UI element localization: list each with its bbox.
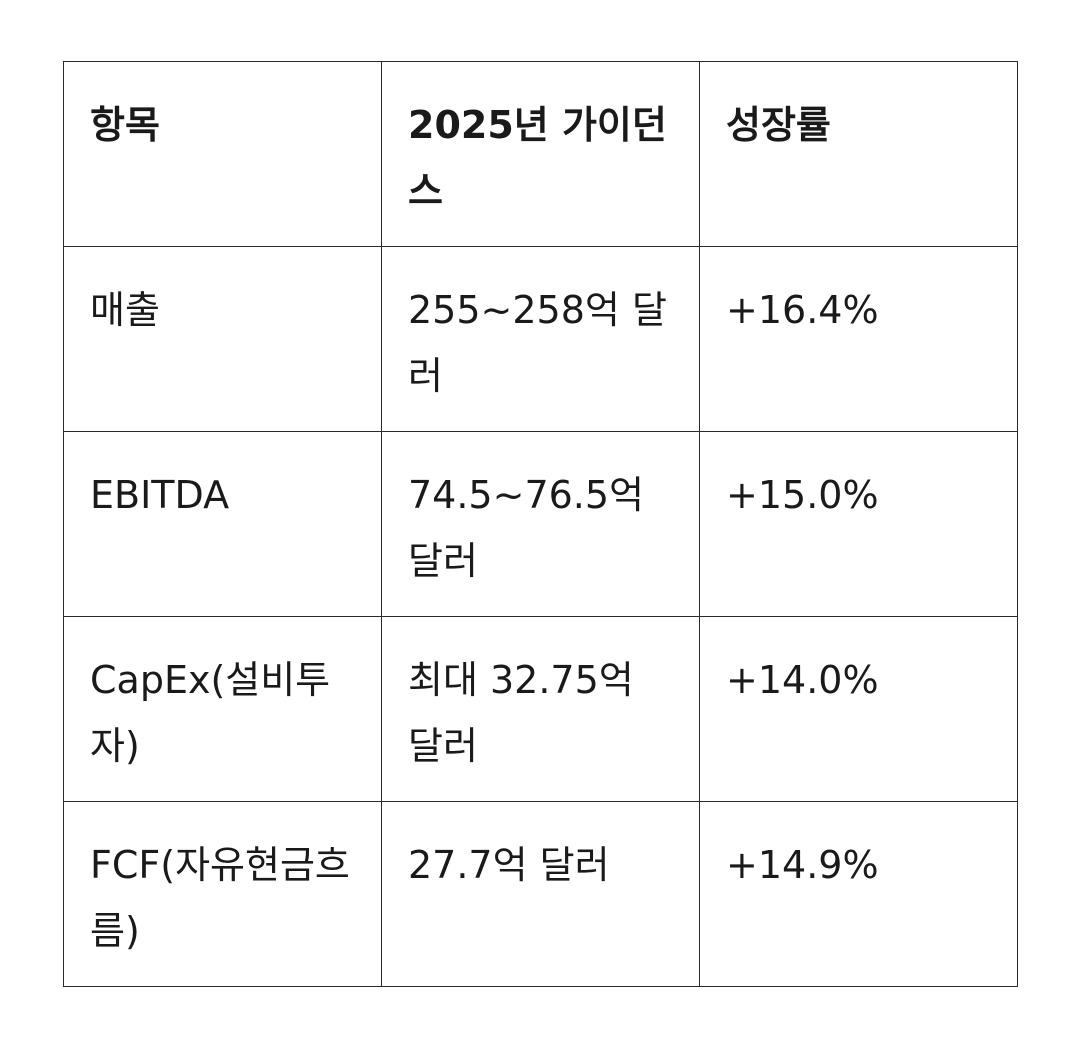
row-fcf-guidance: 27.7억 달러 — [381, 801, 700, 987]
header-item: 항목 — [63, 61, 382, 247]
header-growth-rate: 성장률 — [699, 61, 1018, 247]
row-ebitda-guidance: 74.5~76.5억 달러 — [381, 431, 700, 617]
row-revenue-item: 매출 — [63, 246, 382, 432]
table-row: CapEx(설비투자) 최대 32.75억 달러 +14.0% — [63, 616, 1018, 802]
row-fcf-growth: +14.9% — [699, 801, 1018, 987]
table-row: EBITDA 74.5~76.5억 달러 +15.0% — [63, 431, 1018, 617]
header-guidance-2025: 2025년 가이던스 — [381, 61, 700, 247]
row-ebitda-growth: +15.0% — [699, 431, 1018, 617]
guidance-table: 항목 2025년 가이던스 성장률 매출 255~258억 달러 +16.4% … — [63, 61, 1018, 987]
table-header-row: 항목 2025년 가이던스 성장률 — [63, 61, 1018, 247]
row-capex-growth: +14.0% — [699, 616, 1018, 802]
row-capex-guidance: 최대 32.75억 달러 — [381, 616, 700, 802]
row-capex-item: CapEx(설비투자) — [63, 616, 382, 802]
row-fcf-item: FCF(자유현금흐름) — [63, 801, 382, 987]
row-revenue-growth: +16.4% — [699, 246, 1018, 432]
row-ebitda-item: EBITDA — [63, 431, 382, 617]
table-row: FCF(자유현금흐름) 27.7억 달러 +14.9% — [63, 801, 1018, 987]
table-row: 매출 255~258억 달러 +16.4% — [63, 246, 1018, 432]
row-revenue-guidance: 255~258억 달러 — [381, 246, 700, 432]
